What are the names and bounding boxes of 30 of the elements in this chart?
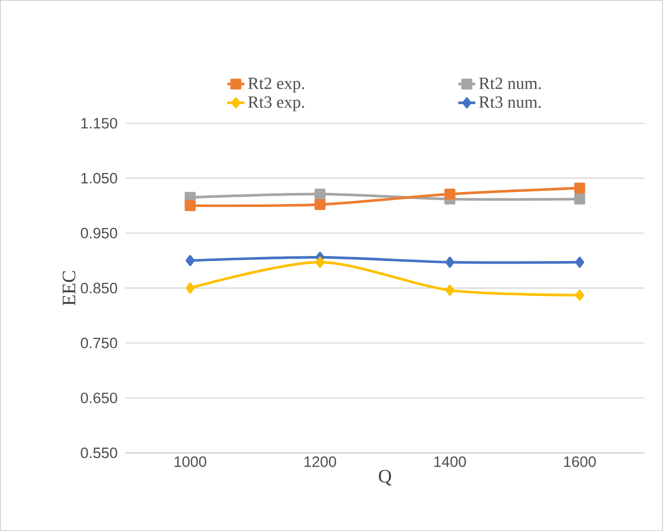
y-tick-label: 1.150 [81, 118, 118, 128]
point [575, 256, 584, 268]
y-tick-label: 0.750 [80, 338, 118, 348]
x-tick-label: 1400 [434, 456, 466, 467]
y-tick-label: 0.950 [80, 228, 118, 238]
point [444, 188, 456, 200]
point [314, 198, 326, 210]
x-tick-label: 1000 [174, 456, 206, 467]
x-tick-label: 1200 [304, 456, 336, 467]
legend-label: Rt3 num. [479, 96, 541, 108]
y-tick-label: 0.850 [80, 282, 118, 294]
point [574, 182, 586, 194]
point [186, 255, 195, 266]
point [445, 256, 454, 268]
y-tick-label: 1.050 [81, 172, 118, 184]
point [314, 188, 326, 200]
x-tick-label: 1600 [564, 456, 596, 467]
legend-label: Rt2 exp. [248, 78, 304, 92]
y-tick-label: 0.550 [80, 447, 118, 458]
point [186, 282, 195, 294]
point [184, 200, 196, 212]
point [445, 284, 454, 296]
point [316, 256, 324, 268]
point [575, 290, 584, 301]
x-axis-title: Q [378, 470, 392, 486]
y-axis-title: EEC [62, 271, 76, 306]
legend-label: Rt2 num. [479, 78, 541, 90]
legend-label: Rt3 exp. [248, 96, 304, 112]
y-tick-label: 0.650 [80, 392, 118, 404]
point [574, 193, 586, 204]
